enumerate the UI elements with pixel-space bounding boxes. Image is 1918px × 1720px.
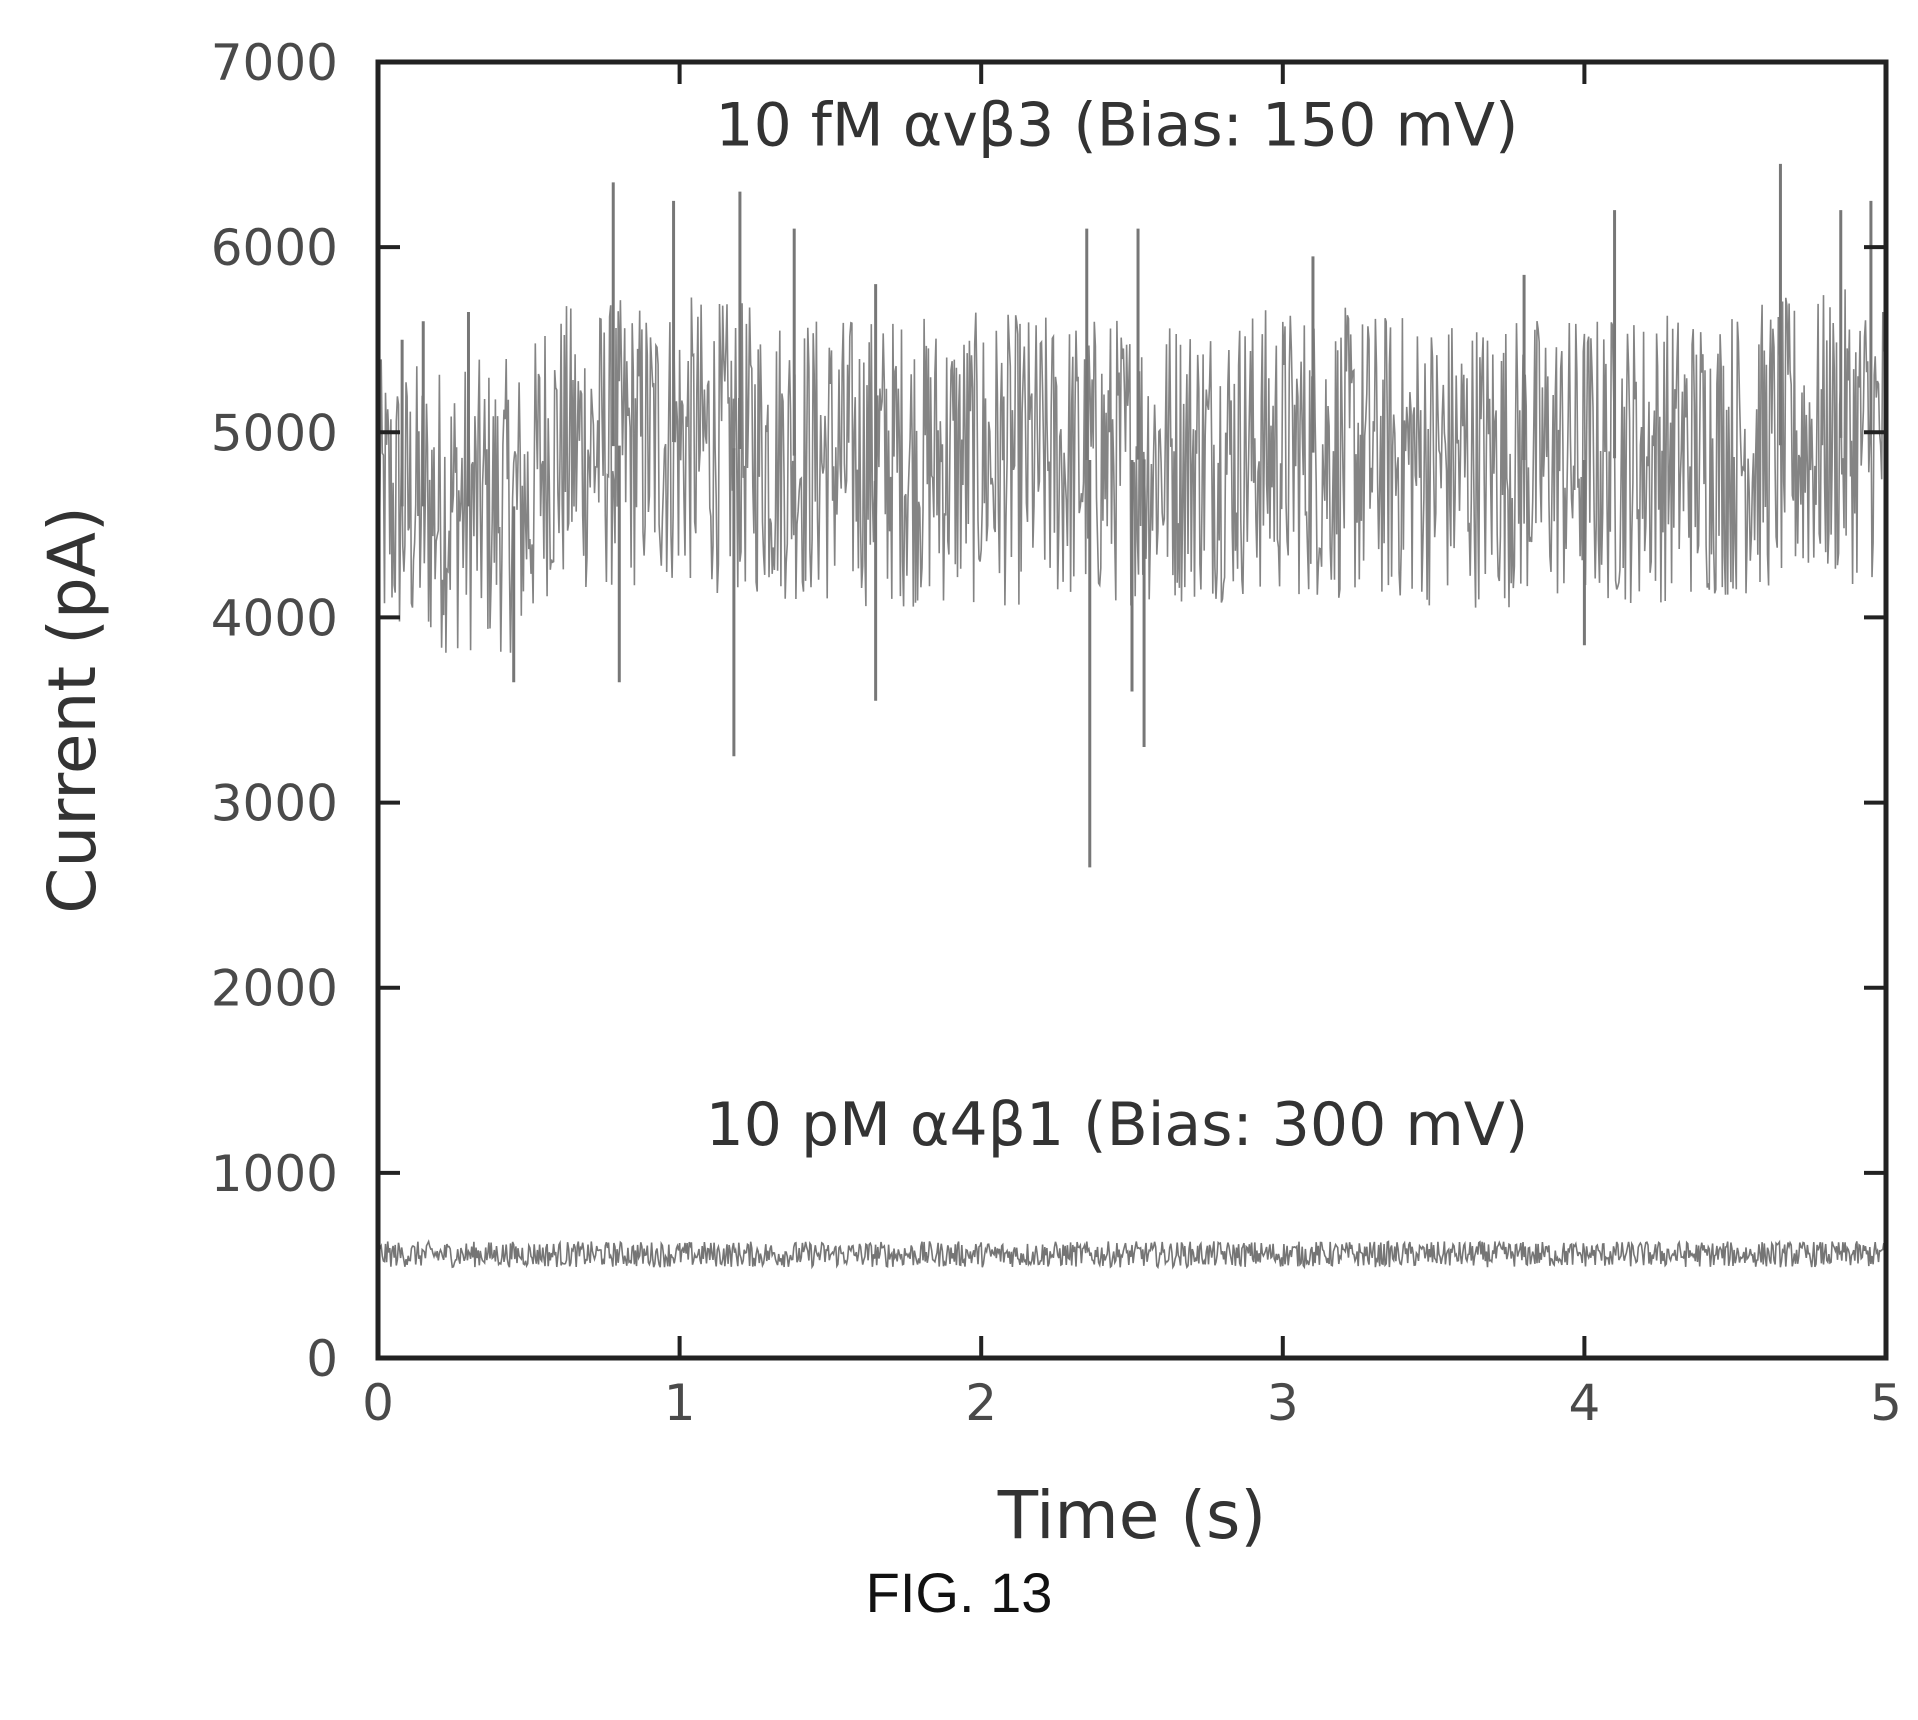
annotation-1: 10 fM αvβ3 (Bias: 150 mV) [715,90,1518,160]
series-2 [377,1239,1887,1270]
y-tick-label: 1000 [211,1145,338,1203]
y-tick-label: 6000 [211,219,338,277]
x-axis-title: Time (s) [997,1477,1266,1554]
y-tick-label: 2000 [211,960,338,1018]
y-axis-title: Current (pA) [34,506,111,913]
figure-caption: FIG. 13 [865,1561,1053,1624]
y-tick-label: 5000 [211,404,338,462]
annotation-2: 10 pM α4β1 (Bias: 300 mV) [706,1090,1529,1160]
tick-labels: 0 1 2 3 4 5 0 1000 2000 3000 4000 5000 6000 7000 [211,34,1902,1432]
y-tick-label: 7000 [211,34,338,92]
ticks-layer [376,60,1888,1360]
y-tick-label: 4000 [211,589,338,647]
x-tick-label: 4 [1568,1374,1600,1432]
series-1 [377,163,1887,868]
x-tick-label: 1 [664,1374,696,1432]
x-tick-label: 3 [1267,1374,1299,1432]
annotations: 10 fM αvβ3 (Bias: 150 mV) 10 pM α4β1 (Bia… [706,90,1529,1160]
x-tick-label: 0 [362,1374,394,1432]
series-layer [377,163,1887,1270]
series-2-trace [377,1239,1887,1270]
y-tick-label: 3000 [211,775,338,833]
x-tick-label: 5 [1870,1374,1902,1432]
x-tick-label: 2 [965,1374,997,1432]
y-tick-label: 0 [306,1330,338,1388]
current-time-chart: 0 1 2 3 4 5 0 1000 2000 3000 4000 5000 6000 7000 10 f… [34,34,1902,1554]
plot-frame [375,59,1889,1361]
